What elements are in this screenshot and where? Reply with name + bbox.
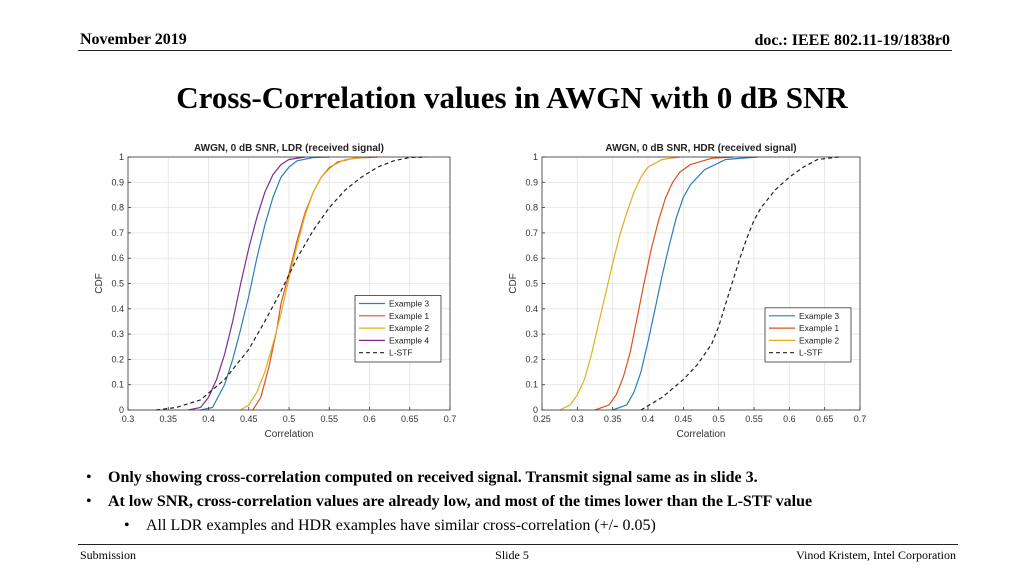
y-tick-label: 0.9	[111, 177, 124, 187]
x-tick-label: 0.6	[783, 414, 796, 424]
footer-slide-number: Slide 5	[495, 548, 529, 562]
series-line	[188, 156, 306, 411]
y-tick-label: 0.7	[111, 228, 124, 238]
series-line	[200, 156, 330, 411]
legend-label: L-STF	[799, 348, 823, 358]
legend-label: Example 4	[389, 335, 429, 345]
bullet-item: • Only showing cross-correlation compute…	[86, 466, 986, 490]
header-doc-id: doc.: IEEE 802.11-19/1838r0	[754, 32, 950, 49]
y-tick-label: 0.6	[111, 253, 124, 263]
series-line	[594, 156, 733, 411]
x-tick-label: 0.3	[571, 414, 584, 424]
x-tick-label: 0.7	[444, 414, 457, 424]
x-tick-label: 0.5	[712, 414, 725, 424]
bullet-dot: •	[124, 517, 130, 534]
bullet-text: At low SNR, cross-correlation values are…	[108, 493, 813, 510]
footer-author: Vinod Kristem, Intel Corporation	[796, 548, 956, 562]
chart-title: AWGN, 0 dB SNR, HDR (received signal)	[605, 143, 796, 154]
x-tick-label: 0.45	[240, 414, 258, 424]
y-tick-label: 0	[533, 405, 538, 415]
legend-box	[354, 295, 442, 363]
x-tick-label: 0.5	[283, 414, 296, 424]
legend-label: Example 2	[799, 335, 839, 345]
slide-title: Cross-Correlation values in AWGN with 0 …	[176, 80, 848, 115]
series-line	[612, 156, 758, 411]
chart-title: AWGN, 0 dB SNR, LDR (received signal)	[194, 143, 384, 154]
series-line	[156, 156, 426, 411]
x-tick-label: 0.65	[401, 414, 419, 424]
bullet-dot: •	[86, 493, 92, 510]
y-tick-label: 0.5	[111, 279, 124, 289]
series-line	[240, 156, 370, 411]
y-tick-label: 0.6	[525, 253, 538, 263]
legend-label: L-STF	[389, 348, 413, 358]
x-tick-label: 0.6	[363, 414, 376, 424]
footer-divider	[78, 544, 958, 545]
legend-label: Example 3	[799, 311, 839, 321]
bullet-text: Only showing cross-correlation computed …	[108, 469, 758, 486]
y-tick-label: 0.1	[111, 380, 124, 390]
series-line	[559, 156, 680, 411]
y-tick-label: 1	[119, 152, 124, 162]
y-tick-label: 0.3	[111, 329, 124, 339]
y-tick-label: 0.3	[525, 329, 538, 339]
y-tick-label: 0.7	[525, 228, 538, 238]
bullet-dot: •	[86, 469, 92, 486]
sub-bullet-item: • All LDR examples and HDR examples have…	[86, 514, 986, 538]
bullet-item: • At low SNR, cross-correlation values a…	[86, 490, 986, 514]
x-axis-label: Correlation	[265, 429, 314, 440]
legend-label: Example 3	[389, 299, 429, 309]
y-tick-label: 0.5	[525, 279, 538, 289]
chart-ldr: 0.3 0.35 0.4 0.45 0.5 0.55 0.6 0.65 0.7 0 0.1 0.2 0.…	[94, 143, 457, 440]
y-tick-label: 0.8	[111, 203, 124, 213]
x-tick-label: 0.4	[642, 414, 655, 424]
y-tick-label: 0.4	[525, 304, 538, 314]
x-tick-label: 0.55	[320, 414, 338, 424]
header-date: November 2019	[80, 31, 187, 48]
footer-submission: Submission	[80, 548, 137, 562]
series-line	[252, 156, 378, 411]
y-tick-label: 1	[533, 152, 538, 162]
x-tick-label: 0.4	[202, 414, 215, 424]
y-tick-label: 0	[119, 405, 124, 415]
legend-label: Example 2	[389, 323, 429, 333]
header-divider	[78, 50, 952, 51]
x-tick-label: 0.7	[854, 414, 867, 424]
x-tick-label: 0.65	[816, 414, 834, 424]
x-tick-label: 0.35	[604, 414, 622, 424]
chart-hdr: 0.25 0.3 0.35 0.4 0.45 0.5 0.55 0.6 0.65 0.7 0 0.1 0…	[508, 143, 867, 440]
x-tick-label: 0.25	[533, 414, 551, 424]
sub-bullet-text: All LDR examples and HDR examples have s…	[146, 517, 656, 534]
x-tick-label: 0.35	[159, 414, 177, 424]
y-tick-label: 0.9	[525, 177, 538, 187]
x-tick-label: 0.45	[675, 414, 693, 424]
series-line	[640, 156, 839, 411]
y-tick-label: 0.1	[525, 380, 538, 390]
y-tick-label: 0.2	[525, 354, 538, 364]
legend-label: Example 1	[799, 323, 839, 333]
y-tick-label: 0.8	[525, 203, 538, 213]
x-tick-label: 0.3	[122, 414, 135, 424]
y-tick-label: 0.4	[111, 304, 124, 314]
y-tick-label: 0.2	[111, 354, 124, 364]
legend-label: Example 1	[389, 311, 429, 321]
x-tick-label: 0.55	[745, 414, 763, 424]
bullet-list: • Only showing cross-correlation compute…	[86, 466, 986, 538]
y-axis-label: CDF	[94, 273, 105, 294]
y-axis-label: CDF	[508, 273, 519, 294]
x-axis-label: Correlation	[677, 429, 726, 440]
